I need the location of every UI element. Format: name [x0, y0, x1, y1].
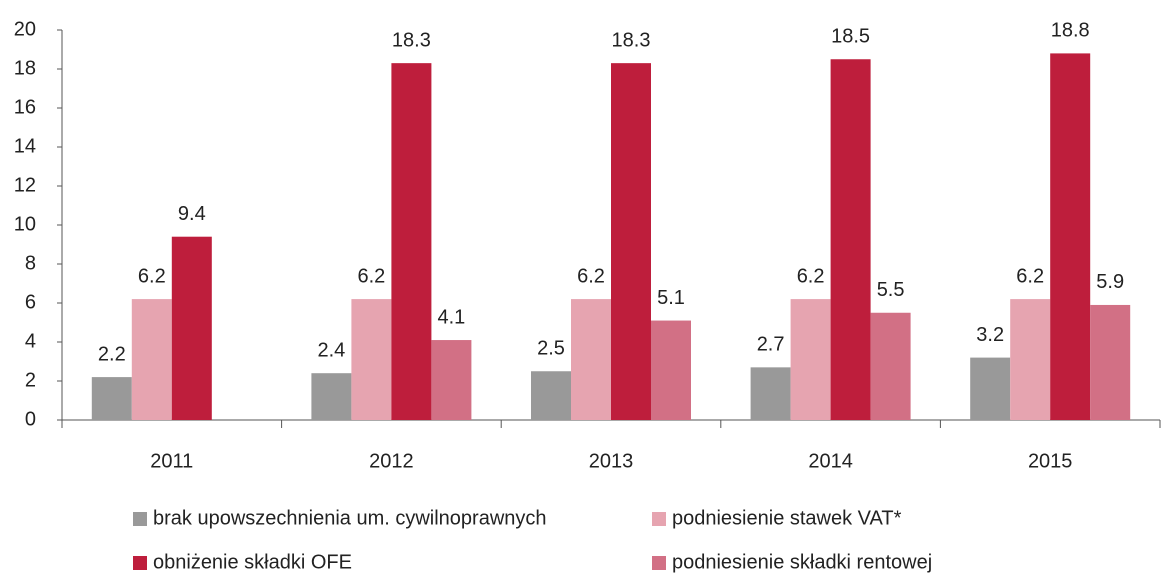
- data-label: 9.4: [178, 203, 206, 225]
- legend-label: podniesienie stawek VAT*: [672, 507, 902, 529]
- y-tick-label: 0: [25, 408, 36, 430]
- bar: [131, 299, 172, 420]
- x-tick-label: 2015: [1028, 450, 1073, 472]
- data-label: 6.2: [357, 265, 385, 287]
- legend-label: brak upowszechnienia um. cywilnoprawnych: [153, 507, 547, 529]
- data-label: 18.3: [612, 29, 651, 51]
- bar: [1090, 304, 1131, 420]
- data-label: 3.2: [976, 324, 1004, 346]
- bar: [171, 236, 212, 420]
- y-tick-label: 12: [14, 174, 36, 196]
- data-label: 5.1: [657, 287, 685, 309]
- bar: [571, 299, 611, 420]
- bar: [431, 340, 472, 420]
- bar: [870, 312, 911, 420]
- bar: [830, 59, 871, 420]
- x-tick-label: 2014: [808, 450, 853, 472]
- data-label: 6.2: [1016, 265, 1044, 287]
- data-label: 2.2: [98, 343, 126, 365]
- bar: [311, 373, 352, 420]
- bar: [1050, 53, 1091, 421]
- data-label: 2.4: [317, 339, 345, 361]
- legend-swatch: [133, 512, 147, 526]
- data-label: 18.5: [831, 26, 870, 48]
- data-label: 18.8: [1051, 20, 1090, 42]
- y-tick-label: 10: [14, 213, 36, 235]
- y-tick-label: 6: [25, 291, 36, 313]
- bar: [91, 377, 132, 420]
- data-label: 5.5: [877, 279, 905, 301]
- bar: [651, 320, 691, 420]
- y-tick-label: 14: [14, 135, 36, 157]
- bar: [351, 299, 392, 420]
- legend-swatch: [652, 556, 666, 570]
- bar: [391, 63, 432, 421]
- y-tick-label: 8: [25, 252, 36, 274]
- x-tick-label: 2013: [589, 450, 634, 472]
- data-label: 18.3: [392, 29, 431, 51]
- data-label: 6.2: [797, 265, 825, 287]
- legend-swatch: [133, 556, 147, 570]
- data-label: 5.9: [1096, 271, 1124, 293]
- bar: [970, 357, 1011, 420]
- x-tick-label: 2011: [150, 450, 193, 472]
- data-label: 4.1: [437, 306, 465, 328]
- y-tick-label: 16: [14, 96, 36, 118]
- y-tick-label: 2: [25, 369, 36, 391]
- data-label: 6.2: [577, 265, 605, 287]
- y-tick-label: 4: [25, 330, 36, 352]
- bar: [790, 299, 831, 420]
- y-tick-label: 18: [14, 57, 36, 79]
- bar: [1010, 299, 1051, 420]
- bar: [750, 367, 791, 420]
- data-label: 6.2: [138, 265, 166, 287]
- y-tick-label: 20: [14, 18, 36, 40]
- bar: [531, 371, 571, 420]
- legend-label: podniesienie składki rentowej: [672, 551, 932, 573]
- legend-swatch: [652, 512, 666, 526]
- legend-label: obniżenie składki OFE: [153, 551, 352, 573]
- x-tick-label: 2012: [369, 450, 414, 472]
- data-label: 2.7: [757, 334, 785, 356]
- data-label: 2.5: [537, 338, 565, 360]
- bar: [611, 63, 651, 421]
